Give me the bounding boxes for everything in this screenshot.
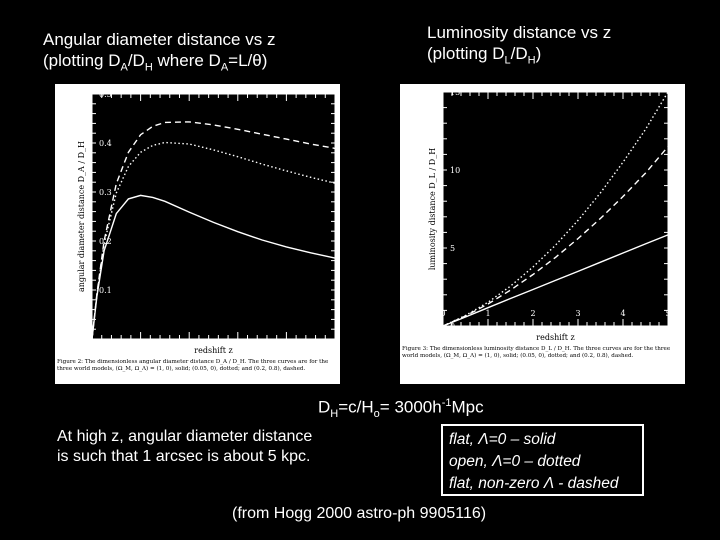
y-tick-label: 0.1 — [99, 286, 112, 295]
x-tick-label: 5 — [665, 309, 670, 318]
angular-distance-chart: 0.1 0.2 0.3 0.4 0.5 redshift z angular diamete… — [57, 90, 336, 372]
right-title-line1: Luminosity distance vs z — [427, 23, 612, 42]
y-tick-label: 0 — [450, 322, 455, 331]
x-tick-label: 3 — [575, 309, 580, 318]
x-axis-label: redshift z — [536, 333, 574, 342]
y-tick-label: 0.2 — [99, 237, 112, 246]
luminosity-distance-chart: 0 5 10 15 0 1 2 3 4 5 redshift z luminosity distanc… — [402, 88, 671, 359]
y-tick-label: 0.3 — [99, 188, 112, 197]
figure-caption-text: Figure 3: The dimensionless luminosity d… — [402, 346, 671, 359]
y-axis-label: luminosity distance D_L / D_H — [428, 148, 437, 270]
x-tick-label: 2 — [530, 309, 535, 318]
y-tick-label: 0.5 — [99, 90, 112, 99]
luminosity-distance-figure: 0 5 10 15 0 1 2 3 4 5 redshift z luminosity distanc… — [400, 84, 685, 384]
y-axis-label: angular diameter distance D_A / D_H — [77, 141, 86, 292]
legend-solid: flat, Λ=0 – solid — [449, 431, 556, 448]
angular-distance-figure: 0.1 0.2 0.3 0.4 0.5 redshift z angular diamete… — [55, 84, 340, 384]
source-citation: (from Hogg 2000 astro-ph 9905116) — [232, 505, 487, 522]
y-tick-label: 15 — [450, 88, 460, 97]
high-z-note: At high z, angular diameter distance is … — [57, 428, 313, 465]
model-legend: flat, Λ=0 – solid open, Λ=0 – dotted fla… — [441, 424, 644, 496]
plot-area — [91, 93, 336, 340]
x-tick-label: 4 — [620, 309, 625, 318]
left-title-line1: Angular diameter distance vs z — [43, 30, 276, 49]
x-tick-label: 1 — [485, 309, 490, 318]
series-line-dashed — [442, 146, 669, 327]
figure-caption-text: Figure 2: The dimensionless angular diam… — [57, 359, 329, 372]
left-chart-title: Angular diameter distance vs z (plotting… — [43, 29, 275, 78]
legend-dashed: flat, non-zero Λ - dashed — [449, 475, 619, 492]
figure-caption: Figure 2: The dimensionless angular diam… — [57, 359, 329, 372]
hubble-distance-formula: DH=c/Ho= 3000h-1Mpc — [318, 397, 484, 421]
y-tick-label: 5 — [450, 244, 455, 253]
right-title-line2: (plotting DL/DH) — [427, 44, 542, 67]
y-tick-label: 10 — [450, 166, 460, 175]
plot-area — [442, 91, 669, 327]
series-line-solid — [91, 194, 336, 340]
figure-caption: Figure 3: The dimensionless luminosity d… — [402, 346, 671, 359]
x-axis-label: redshift z — [194, 346, 232, 355]
series-line-dashed — [91, 121, 336, 340]
series-line-solid — [442, 234, 669, 327]
y-tick-label: 0.4 — [99, 139, 112, 148]
right-chart-title: Luminosity distance vs z (plotting DL/DH… — [427, 22, 611, 71]
series-line-dotted — [91, 141, 336, 340]
left-title-line2: (plotting DA/DH where DA=L/θ) — [43, 51, 268, 74]
legend-dotted: open, Λ=0 – dotted — [449, 453, 581, 470]
x-tick-label: 0 — [440, 309, 445, 318]
